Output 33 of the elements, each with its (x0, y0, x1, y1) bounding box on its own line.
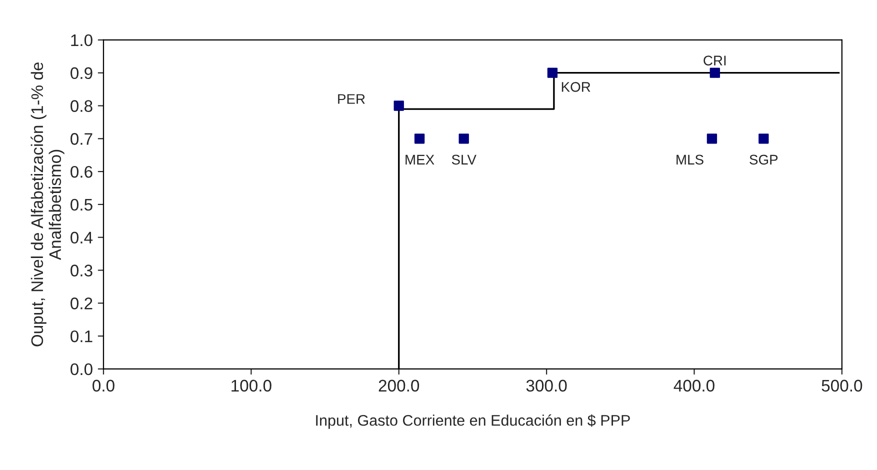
y-tick-label: 0.9 (70, 67, 92, 80)
point (458, 134, 469, 144)
annotation: KOR (562, 82, 590, 92)
point (706, 134, 718, 144)
y-tick-label: 0.1 (70, 330, 92, 342)
x-tick-label: 400.0 (674, 380, 714, 392)
y-tick-label: 0.5 (70, 198, 92, 211)
point (547, 68, 558, 78)
annotation: MLS (676, 154, 704, 165)
y-tick-label: 0.0 (70, 363, 92, 376)
y-tick-label: 0.4 (70, 232, 93, 244)
y-tick-label: 1.0 (71, 34, 92, 46)
x-tick-label: 200.0 (378, 380, 420, 392)
y-tick-label: 0.7 (70, 133, 92, 145)
point (758, 134, 769, 144)
point (394, 100, 404, 111)
point (414, 134, 425, 144)
y-tick-label: 0.3 (70, 264, 92, 276)
x-tick-label: 500.0 (822, 380, 862, 392)
y-axis-title: Ouput, Nivel de Alfabetización (1-% de Analfabetismo) (30, 62, 64, 346)
x-tick-label: 0.0 (92, 380, 114, 392)
annotation: SGP (750, 154, 778, 165)
annotation: PER (338, 94, 365, 104)
y-tick-label: 0.8 (70, 100, 92, 112)
annotation: MEX (406, 154, 434, 164)
y-tick-label: 0.6 (70, 166, 92, 178)
x-axis-title: Input, Gasto Corriente en Educación en $ PPP (316, 414, 630, 429)
annotation: SLV (452, 154, 476, 165)
x-tick-label: 300.0 (526, 380, 567, 392)
annotation: CRI (704, 56, 726, 66)
point (710, 68, 720, 78)
y-tick-label: 0.2 (70, 298, 92, 310)
x-tick-label: 100.0 (232, 380, 272, 392)
